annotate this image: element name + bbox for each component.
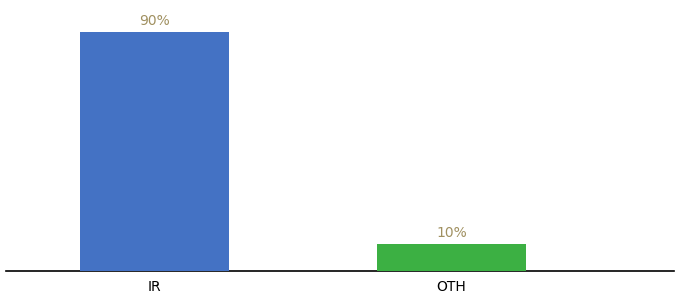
Bar xyxy=(80,32,228,271)
Text: 10%: 10% xyxy=(436,226,467,240)
Bar xyxy=(377,244,526,271)
Text: 90%: 90% xyxy=(139,14,169,28)
